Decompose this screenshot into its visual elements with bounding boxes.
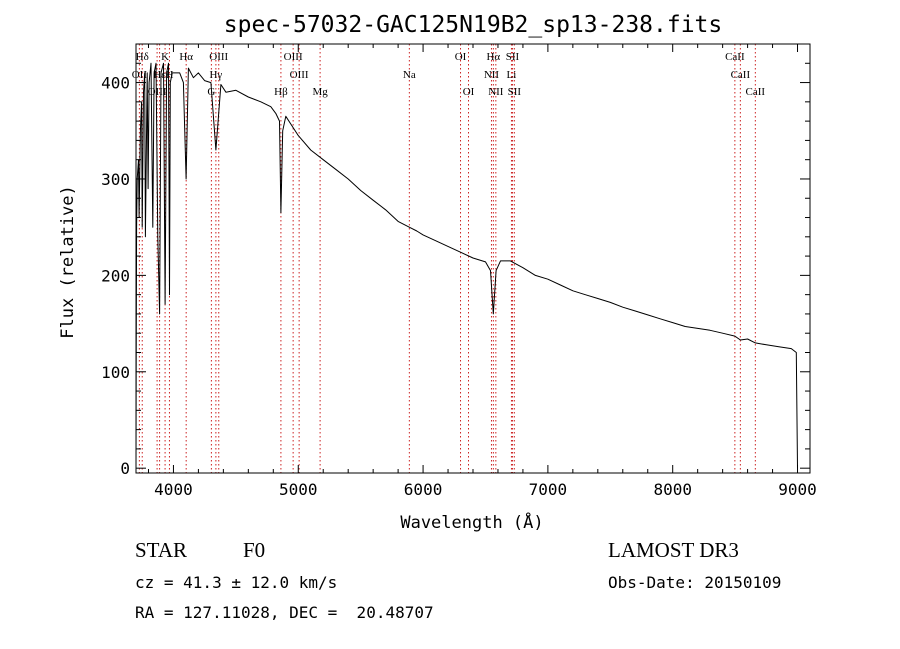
spectrum-line: [135, 62, 798, 469]
chart-title: spec-57032-GAC125N19B2_sp13-238.fits: [224, 12, 723, 38]
line-marker-label: Hα: [179, 51, 193, 63]
x-axis: 4000 5000 6000 7000 8000 9000: [147, 44, 817, 499]
object-class: STAR: [135, 538, 187, 562]
line-marker-label: Hα: [486, 51, 500, 63]
survey-name: LAMOST DR3: [608, 538, 739, 562]
y-tick-label: 200: [101, 266, 130, 285]
obs-date: Obs-Date: 20150109: [608, 573, 782, 592]
subclass: F0: [243, 538, 266, 562]
line-marker-label: Li: [507, 69, 517, 81]
x-tick-label: 9000: [778, 480, 817, 499]
marker-lines: [138, 44, 756, 473]
redshift-text: cz = 41.3 ± 12.0 km/s: [135, 573, 338, 592]
line-marker-label: NII: [484, 69, 500, 81]
y-tick-label: 100: [101, 363, 130, 382]
line-marker-label: K: [161, 51, 169, 63]
y-axis: 0 100 200 300 400: [101, 62, 810, 478]
line-marker-label: Na: [403, 69, 416, 81]
line-marker-label: OIII: [290, 69, 309, 81]
line-marker-label: OIII: [209, 51, 228, 63]
line-marker-label: OIII: [148, 86, 167, 98]
y-axis-label: Flux (relative): [58, 185, 78, 339]
line-marker-label: SII: [506, 51, 520, 63]
line-marker-label: Hβ: [274, 86, 288, 98]
line-marker-label: Hδ: [136, 51, 149, 63]
coordinates: RA = 127.11028, DEC = 20.48707: [135, 603, 434, 622]
x-tick-label: 5000: [279, 480, 318, 499]
line-marker-label: SII: [508, 86, 522, 98]
line-marker-label: H: [165, 69, 173, 81]
line-marker-label: NII: [488, 86, 504, 98]
line-marker-label: OI: [455, 51, 467, 63]
x-tick-label: 8000: [653, 480, 692, 499]
line-marker-label: Hγ: [209, 69, 222, 81]
x-tick-label: 6000: [404, 480, 443, 499]
line-marker-label: CaII: [731, 69, 751, 81]
line-marker-label: OIII: [284, 51, 303, 63]
line-marker-label: CaII: [725, 51, 745, 63]
x-tick-label: 7000: [529, 480, 568, 499]
line-marker-label: OI: [463, 86, 475, 98]
line-marker-label: Hε: [153, 69, 166, 81]
y-tick-label: 400: [101, 74, 130, 93]
x-axis-label: Wavelength (Å): [400, 511, 543, 533]
y-tick-label: 0: [120, 459, 130, 478]
y-tick-label: 300: [101, 170, 130, 189]
line-marker-label: CaII: [746, 86, 766, 98]
line-marker-label: Mg: [312, 86, 328, 98]
x-tick-label: 4000: [154, 480, 193, 499]
